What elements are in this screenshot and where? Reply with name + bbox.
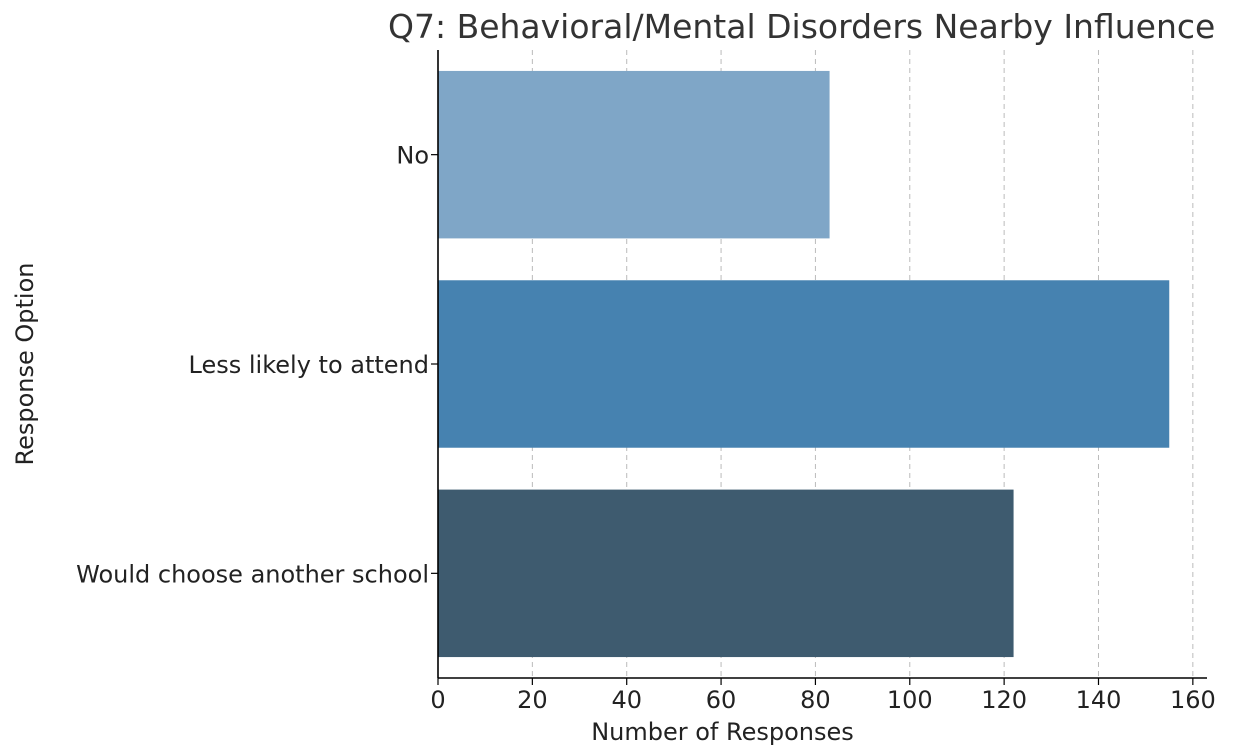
y-axis-label: Response Option [11, 263, 39, 466]
y-tick-label: No [396, 142, 429, 170]
x-tick-label: 120 [981, 686, 1027, 714]
x-tick-label: 40 [611, 686, 642, 714]
x-axis-ticks: 0 20 40 60 80 100 120 140 160 [430, 678, 1216, 714]
x-tick-label: 80 [800, 686, 831, 714]
x-axis-label: Number of Responses [591, 718, 854, 746]
x-tick-label: 20 [517, 686, 548, 714]
x-tick-label: 100 [887, 686, 933, 714]
x-tick-label: 60 [706, 686, 737, 714]
bars [438, 70, 1170, 658]
bar [438, 489, 1014, 658]
x-tick-label: 140 [1076, 686, 1122, 714]
x-tick-label: 0 [430, 686, 445, 714]
x-tick-label: 160 [1170, 686, 1216, 714]
bar [438, 70, 830, 239]
y-tick-label: Would choose another school [76, 560, 429, 588]
chart-title: Q7: Behavioral/Mental Disorders Nearby I… [388, 7, 1215, 46]
y-axis-ticks: No Less likely to attend Would choose anot… [76, 142, 438, 588]
y-tick-label: Less likely to attend [189, 351, 429, 379]
bar [438, 280, 1170, 448]
